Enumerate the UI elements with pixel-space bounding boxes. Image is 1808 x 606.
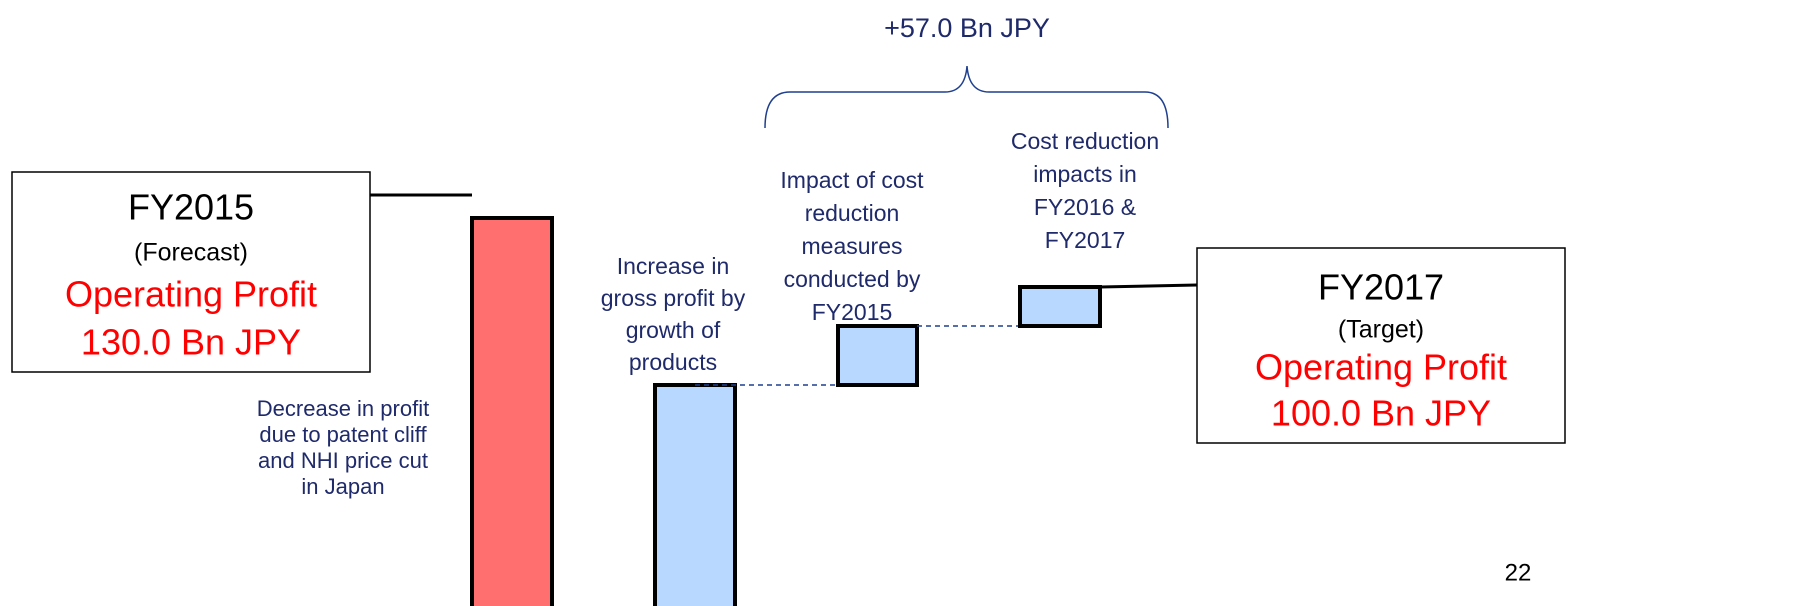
end-box bbox=[1196, 247, 1566, 444]
step-label: gross profit by bbox=[601, 285, 746, 311]
step-label: Impact of cost bbox=[780, 167, 924, 193]
step-label: FY2017 bbox=[1045, 227, 1126, 253]
increase-bar bbox=[836, 324, 919, 387]
start-value: 130.0 Bn JPY bbox=[81, 322, 301, 363]
start-box bbox=[11, 171, 371, 373]
increase-bar bbox=[1018, 285, 1102, 328]
page-number: 22 bbox=[1505, 559, 1532, 586]
end-subtitle: (Target) bbox=[1338, 316, 1424, 344]
connector bbox=[1099, 283, 1198, 289]
bracket-label: +57.0 Bn JPY bbox=[884, 13, 1050, 43]
step-label: products bbox=[629, 349, 717, 375]
step-label: due to patent cliff bbox=[259, 422, 427, 447]
step-label: Decrease in profit bbox=[257, 396, 429, 421]
step-label: reduction bbox=[805, 200, 900, 226]
step-label: conducted by bbox=[784, 266, 921, 292]
end-value: 100.0 Bn JPY bbox=[1271, 393, 1491, 434]
start-title: FY2015 bbox=[128, 187, 254, 228]
end-metric: Operating Profit bbox=[1255, 347, 1507, 388]
end-title: FY2017 bbox=[1318, 267, 1444, 308]
start-subtitle: (Forecast) bbox=[134, 239, 248, 267]
step-label: and NHI price cut bbox=[258, 448, 428, 473]
step-label: measures bbox=[802, 233, 903, 259]
decrease-bar bbox=[470, 216, 554, 606]
step-label: Increase in bbox=[617, 253, 730, 279]
start-metric: Operating Profit bbox=[65, 274, 317, 315]
step-label: FY2015 bbox=[812, 299, 893, 325]
step-label: impacts in bbox=[1033, 161, 1137, 187]
step-label: growth of bbox=[626, 317, 721, 343]
bracket bbox=[764, 65, 1169, 129]
step-label: in Japan bbox=[301, 474, 384, 499]
increase-bar bbox=[653, 383, 737, 606]
step-label: FY2016 & bbox=[1034, 194, 1136, 220]
step-label: Cost reduction bbox=[1011, 128, 1159, 154]
